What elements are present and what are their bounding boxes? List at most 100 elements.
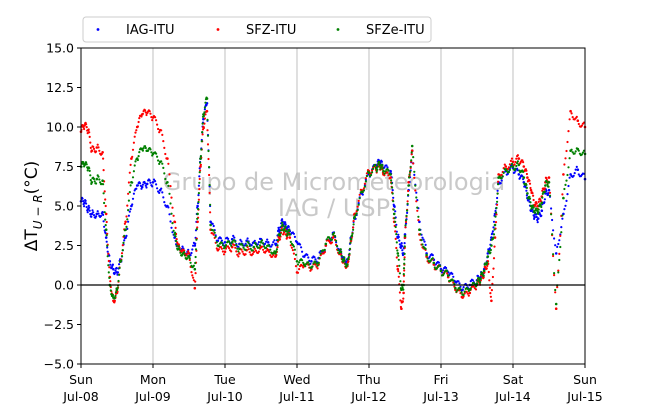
legend-marker <box>96 28 100 31</box>
data-point <box>442 274 445 277</box>
data-point <box>181 245 184 248</box>
data-point <box>129 163 132 166</box>
data-point <box>494 215 497 218</box>
data-point <box>93 180 96 183</box>
data-point <box>193 244 197 247</box>
data-point <box>410 159 413 162</box>
data-point <box>547 176 551 179</box>
data-point <box>105 240 108 243</box>
series-SFZe-ITU <box>79 96 587 306</box>
data-point <box>281 221 284 224</box>
data-point <box>580 124 584 127</box>
data-point <box>515 164 518 168</box>
data-point <box>144 145 147 148</box>
data-point <box>128 191 131 194</box>
data-point <box>310 260 313 263</box>
data-point <box>203 122 206 125</box>
data-point <box>169 185 172 188</box>
data-point <box>507 166 510 169</box>
data-point <box>123 239 126 242</box>
data-point <box>336 244 339 248</box>
y-tick-label: 0.0 <box>54 278 74 293</box>
data-point <box>131 203 134 206</box>
data-point <box>240 240 243 243</box>
data-point <box>389 169 392 173</box>
data-point <box>485 267 488 270</box>
data-point <box>522 176 526 179</box>
data-point <box>144 182 147 185</box>
data-point <box>569 109 572 113</box>
data-points <box>79 96 587 311</box>
data-point <box>416 209 419 212</box>
data-point <box>155 119 158 122</box>
data-point <box>90 149 94 152</box>
data-point <box>547 181 551 184</box>
data-point <box>163 172 166 175</box>
data-point <box>446 274 450 277</box>
x-tick-label-day: Wed <box>283 372 310 387</box>
data-point <box>220 241 223 244</box>
data-point <box>552 229 555 232</box>
data-point <box>113 299 116 302</box>
data-point <box>323 248 326 251</box>
data-point <box>530 207 533 210</box>
data-point <box>163 201 166 204</box>
x-tick-label-date: Jul-13 <box>422 389 459 404</box>
data-point <box>168 192 171 195</box>
data-point <box>492 226 495 229</box>
data-point <box>137 120 140 124</box>
data-point <box>151 119 154 122</box>
data-point <box>488 279 491 282</box>
data-point <box>511 165 515 168</box>
data-point <box>288 229 291 232</box>
data-point <box>120 252 124 255</box>
data-point <box>187 255 191 258</box>
data-point <box>271 243 274 246</box>
data-point <box>400 242 403 245</box>
data-point <box>443 272 446 275</box>
data-point <box>471 279 474 282</box>
data-point <box>514 160 517 164</box>
data-point <box>199 155 202 158</box>
data-point <box>288 233 292 236</box>
data-point <box>134 131 137 134</box>
data-point <box>200 140 203 143</box>
data-point <box>235 250 238 253</box>
data-point <box>561 217 564 220</box>
data-point <box>405 214 408 217</box>
data-point <box>401 300 404 303</box>
data-point <box>576 168 580 171</box>
data-point <box>417 219 420 222</box>
data-point <box>354 214 357 217</box>
data-point <box>352 223 355 226</box>
data-point <box>256 243 259 246</box>
data-point <box>403 256 406 259</box>
data-point <box>317 261 320 265</box>
data-point <box>199 157 202 160</box>
data-point <box>199 161 202 164</box>
data-point <box>133 164 136 167</box>
data-point <box>257 241 260 244</box>
data-point <box>355 212 358 215</box>
data-point <box>335 239 338 242</box>
data-point <box>295 241 299 244</box>
y-axis-label-main: ΔT <box>22 229 42 252</box>
data-point <box>337 249 340 252</box>
data-point <box>514 167 517 170</box>
data-point <box>456 289 459 292</box>
data-point <box>104 204 107 208</box>
data-point <box>199 163 202 166</box>
data-point <box>95 212 99 216</box>
data-point <box>197 184 200 187</box>
data-point <box>140 115 143 118</box>
data-point <box>467 294 470 297</box>
data-point <box>118 263 121 266</box>
data-point <box>221 250 224 253</box>
data-point <box>161 133 164 136</box>
data-point <box>535 202 538 205</box>
data-point <box>103 211 106 214</box>
data-point <box>557 242 560 246</box>
data-point <box>406 211 409 214</box>
data-point <box>234 246 237 249</box>
data-point <box>224 244 228 247</box>
